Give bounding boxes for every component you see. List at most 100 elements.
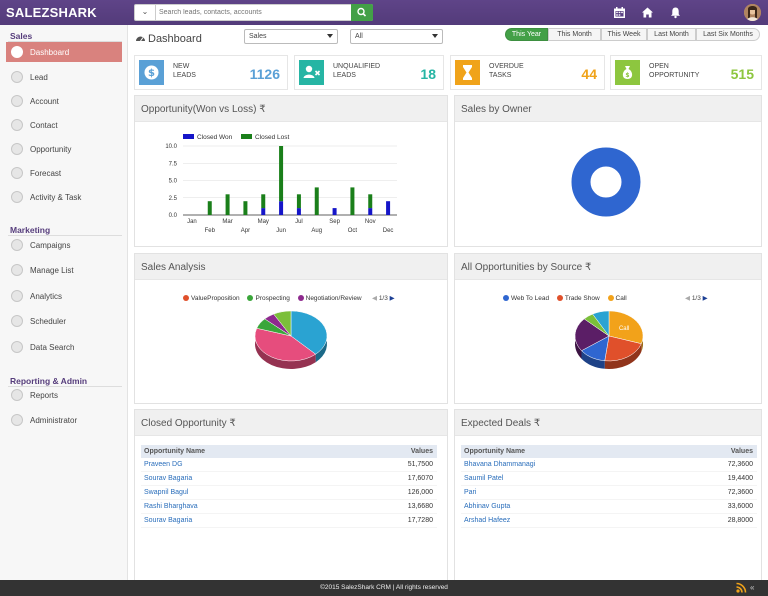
panel-header: All Opportunities by Source ₹ bbox=[455, 254, 761, 280]
sidebar-item-reports[interactable]: Reports bbox=[6, 385, 122, 405]
sidebar-item-opportunity[interactable]: Opportunity bbox=[6, 139, 122, 159]
column-header-values[interactable]: Values bbox=[410, 448, 433, 455]
bell-icon[interactable] bbox=[669, 6, 682, 19]
sidebar-item-manage-list[interactable]: Manage List bbox=[6, 260, 122, 280]
range-last-month[interactable]: Last Month bbox=[647, 28, 696, 41]
table-row[interactable]: Pari 72,3600 bbox=[461, 486, 757, 500]
panel-header: Sales Analysis bbox=[135, 254, 447, 280]
sidebar-item-scheduler[interactable]: Scheduler bbox=[6, 311, 122, 331]
app-logo[interactable]: SALEZSHARK bbox=[6, 5, 97, 20]
search-button[interactable] bbox=[351, 4, 373, 21]
legend-item[interactable]: Trade Show bbox=[556, 295, 600, 302]
pager-next-icon[interactable]: ▶ bbox=[389, 295, 395, 302]
opportunity-link[interactable]: Swapnil Bagul bbox=[144, 489, 189, 496]
table-row[interactable]: Abhinav Gupta 33,6000 bbox=[461, 500, 757, 514]
table-row[interactable]: Swapnil Bagul 126,000 bbox=[141, 486, 437, 500]
legend-item[interactable]: Prospecting bbox=[247, 295, 290, 302]
legend-item[interactable]: Negotiation/Review bbox=[297, 295, 362, 302]
stat-card-unqualified-leads[interactable]: UNQUALIFIED LEADS 18 bbox=[294, 55, 444, 90]
calendar-icon[interactable] bbox=[613, 6, 626, 19]
legend-item[interactable]: Call bbox=[607, 295, 627, 302]
sidebar-item-data-search[interactable]: Data Search bbox=[6, 337, 122, 357]
column-header-name[interactable]: Opportunity Name bbox=[464, 448, 526, 455]
table-row[interactable]: Sourav Bagaria 17,7280 bbox=[141, 514, 437, 528]
sidebar-item-forecast[interactable]: Forecast bbox=[6, 163, 122, 183]
panel-closed-opportunity: Closed Opportunity ₹ Opportunity Name Va… bbox=[134, 409, 448, 587]
user-avatar[interactable] bbox=[744, 4, 761, 21]
panel-expected-deals: Expected Deals ₹ Opportunity Name Values… bbox=[454, 409, 762, 587]
legend-item[interactable]: Web To Lead bbox=[503, 295, 549, 302]
legend-swatch bbox=[241, 134, 252, 139]
table-header: Opportunity Name Values bbox=[461, 445, 757, 458]
table-row[interactable]: Sourav Bagaria 17,6070 bbox=[141, 472, 437, 486]
sidebar-item-administrator[interactable]: Administrator bbox=[6, 410, 122, 430]
legend-pager: ◀ 1/3 ▶ bbox=[372, 294, 395, 302]
pager-prev-icon[interactable]: ◀ bbox=[372, 295, 377, 302]
search-scope-dropdown[interactable]: ⌄ bbox=[135, 5, 156, 20]
deal-link[interactable]: Saumil Patel bbox=[464, 475, 504, 482]
bar bbox=[261, 194, 266, 209]
pager-prev-icon[interactable]: ◀ bbox=[685, 295, 690, 302]
scroll-top-icon[interactable]: « bbox=[750, 583, 755, 592]
legend-item[interactable]: ValueProposition bbox=[183, 295, 240, 302]
pager-next-icon[interactable]: ▶ bbox=[702, 295, 708, 302]
search-icon bbox=[357, 7, 367, 17]
sidebar-item-analytics[interactable]: Analytics bbox=[6, 286, 122, 306]
opportunities-by-source-pie-chart: Call bbox=[574, 310, 644, 369]
table-row[interactable]: Bhavana Dhammanagi 72,3600 bbox=[461, 458, 757, 472]
x-tick-label: Apr bbox=[241, 228, 250, 234]
table-row[interactable]: Arshad Hafeez 28,8000 bbox=[461, 514, 757, 528]
stat-value: 18 bbox=[420, 66, 436, 82]
column-header-name[interactable]: Opportunity Name bbox=[144, 448, 206, 455]
opportunity-link[interactable]: Sourav Bagaria bbox=[144, 475, 193, 482]
rss-icon[interactable] bbox=[735, 582, 747, 594]
sidebar-item-account[interactable]: Account bbox=[6, 91, 122, 111]
stat-value: 44 bbox=[581, 66, 597, 82]
footer: ©2015 SalezShark CRM | All rights reserv… bbox=[0, 580, 768, 596]
deal-link[interactable]: Pari bbox=[464, 489, 477, 496]
stat-card-overdue-tasks[interactable]: OVERDUE TASKS 44 bbox=[450, 55, 605, 90]
sidebar-item-contact[interactable]: Contact bbox=[6, 115, 122, 135]
opportunity-link[interactable]: Sourav Bagaria bbox=[144, 517, 193, 524]
table-row[interactable]: Praveen DG 51,7500 bbox=[141, 458, 437, 472]
opportunity-link[interactable]: Rashi Bharghava bbox=[144, 503, 198, 510]
opportunity-link[interactable]: Praveen DG bbox=[144, 461, 183, 468]
bar bbox=[368, 208, 373, 215]
deal-link[interactable]: Abhinav Gupta bbox=[464, 503, 511, 510]
sidebar-section-reporting: Reporting & Admin bbox=[10, 376, 88, 386]
megaphone-icon bbox=[11, 239, 23, 251]
table-row[interactable]: Rashi Bharghava 13,6680 bbox=[141, 500, 437, 514]
deal-value: 19,4400 bbox=[727, 475, 753, 482]
search-input[interactable] bbox=[159, 6, 349, 19]
sidebar-item-label: Dashboard bbox=[30, 48, 70, 57]
range-this-week[interactable]: This Week bbox=[601, 28, 647, 41]
home-icon[interactable] bbox=[641, 6, 654, 19]
stat-card-open-opportunity[interactable]: $ OPEN OPPORTUNITY 515 bbox=[610, 55, 762, 90]
pie-slice-side bbox=[604, 343, 642, 369]
stat-card-new-leads[interactable]: $ NEW LEADS 1126 bbox=[134, 55, 288, 90]
deal-link[interactable]: Arshad Hafeez bbox=[464, 517, 511, 524]
caret-down-icon bbox=[432, 34, 438, 38]
deal-value: 72,3600 bbox=[727, 461, 753, 468]
pie-slice bbox=[604, 335, 642, 362]
calendar-icon bbox=[11, 315, 23, 327]
sidebar-section-marketing: Marketing bbox=[10, 225, 51, 235]
sidebar-item-dashboard[interactable]: Dashboard bbox=[6, 42, 122, 62]
owner-select[interactable]: All bbox=[350, 29, 443, 44]
module-select[interactable]: Sales bbox=[244, 29, 338, 44]
dashboard-icon bbox=[11, 46, 23, 58]
owner-select-value: All bbox=[355, 33, 363, 40]
sidebar-item-campaigns[interactable]: Campaigns bbox=[6, 235, 122, 255]
deal-value: 33,6000 bbox=[727, 503, 753, 510]
sidebar-item-activity-task[interactable]: Activity & Task bbox=[6, 187, 122, 207]
deal-link[interactable]: Bhavana Dhammanagi bbox=[464, 461, 536, 468]
range-this-month[interactable]: This Month bbox=[548, 28, 601, 41]
sidebar-item-lead[interactable]: Lead bbox=[6, 67, 122, 87]
table-row[interactable]: Saumil Patel 19,4400 bbox=[461, 472, 757, 486]
column-header-values[interactable]: Values bbox=[730, 448, 753, 455]
pie-slice bbox=[592, 310, 610, 337]
range-this-year[interactable]: This Year bbox=[505, 28, 548, 41]
range-last-six-months[interactable]: Last Six Months bbox=[696, 28, 760, 41]
stat-label: OVERDUE TASKS bbox=[489, 63, 524, 79]
list-icon bbox=[11, 264, 23, 276]
